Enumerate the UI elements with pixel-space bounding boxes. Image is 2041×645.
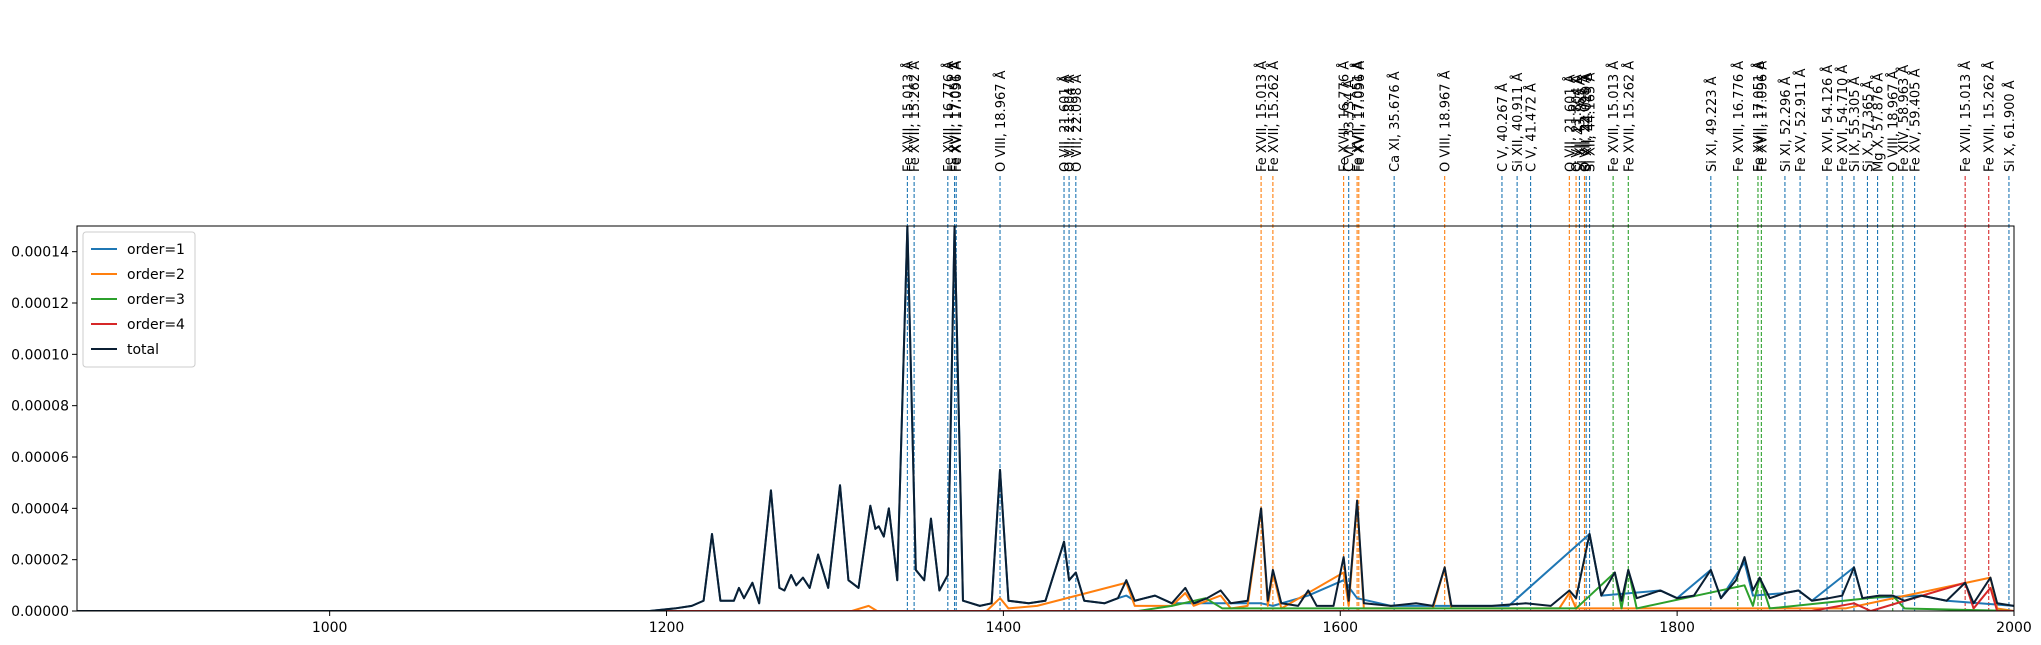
annotation-label: Si XII, 44.019 Å — [1579, 73, 1595, 172]
y-tick-label: 0.00008 — [11, 399, 69, 415]
y-tick-label: 0.00006 — [11, 450, 69, 466]
legend-label: order=4 — [127, 317, 185, 333]
annotation-label: O VIII, 18.967 Å — [993, 70, 1009, 172]
annotation-label: Fe XVII, 15.013 Å — [1606, 61, 1622, 172]
y-tick-label: 0.00004 — [11, 501, 69, 517]
plot-frame — [76, 225, 2015, 612]
annotation-label: O VII, 21.804 Å — [1569, 74, 1585, 172]
annotation-label: Fe XVII, 17.051 Å — [1751, 61, 1767, 172]
annotation-label: O VII, 21.601 Å — [1562, 74, 1578, 172]
series-line — [77, 226, 2014, 611]
annotation-label: Fe XVII, 15.262 Å — [1621, 61, 1637, 172]
annotation-label: Fe XVII, 15.262 Å — [1266, 61, 1282, 172]
legend-label: order=2 — [127, 267, 185, 283]
x-tick-label: 1600 — [1322, 620, 1358, 636]
annotation-label: O VIII, 18.967 Å — [1886, 70, 1902, 172]
legend: order=1 order=2 order=3 order=4 total — [82, 231, 196, 368]
x-tick-label: 1800 — [1659, 620, 1695, 636]
annotation-label: O VII, 21.601 Å — [1057, 74, 1073, 172]
legend-box — [82, 231, 196, 368]
annotation-label: O VII, 22.098 Å — [1069, 74, 1085, 172]
x-tick-label: 1200 — [649, 620, 685, 636]
y-tick-label: 0.00010 — [11, 347, 69, 363]
y-tick-label: 0.00014 — [11, 245, 69, 261]
annotation-label: Fe XVII, 15.013 Å — [1254, 61, 1270, 172]
annotation-label: O VIII, 18.967 Å — [1438, 70, 1454, 172]
annotation-label: Fe XVII, 17.051 Å — [948, 61, 964, 172]
annotation-label: Si XI, 49.223 Å — [1704, 76, 1720, 172]
x-tick-label: 1400 — [986, 620, 1022, 636]
annotation-label: Fe XVII, 17.096 Å — [949, 61, 965, 172]
annotation-label: Fe XVII, 16.776 Å — [1731, 61, 1747, 172]
annotation-label: Mg X, 57.876 Å — [1871, 73, 1887, 172]
annotation-label: C VI, 33.734 Å — [1342, 79, 1358, 172]
annotation-label: Fe XVII, 16.776 Å — [1337, 61, 1353, 172]
legend-label: order=3 — [127, 292, 185, 308]
annotation-label: Fe XVII, 15.262 Å — [907, 61, 923, 172]
annotation-label: Si XII, 40.911 Å — [1510, 73, 1526, 172]
annotation-label: Si IX, 55.305 Å — [1847, 76, 1863, 172]
y-tick-label: 0.00002 — [11, 553, 69, 569]
x-tick-label: 2000 — [1996, 620, 2032, 636]
annotation-label: Fe XV, 59.405 Å — [1908, 68, 1924, 172]
y-tick-label: 0.00000 — [11, 604, 69, 620]
annotation-label: Fe XVII, 15.013 Å — [1958, 61, 1974, 172]
annotation-label: C V, 41.472 Å — [1524, 83, 1540, 172]
annotation-label: Si X, 57.365 Å — [1860, 80, 1876, 172]
annotation-label: Si X, 61.900 Å — [2002, 80, 2018, 172]
x-tick-label: 1000 — [312, 620, 348, 636]
annotation-label: Fe XVII, 15.262 Å — [1982, 61, 1998, 172]
annotation-label: Fe XVII, 17.051 Å — [1350, 61, 1366, 172]
annotation-label: C V, 40.267 Å — [1495, 83, 1511, 172]
series-line — [77, 581, 2014, 611]
annotation-label: Si XI, 43.763 Å — [1572, 76, 1588, 172]
annotation-label: Fe XVII, 17.096 Å — [1754, 61, 1770, 172]
annotation-label: Fe XVII, 16.776 Å — [941, 61, 957, 172]
annotation-label: O VII, 21.804 Å — [1062, 74, 1078, 172]
annotation-label: Fe XVII, 15.013 Å — [900, 61, 916, 172]
annotation-label: O VII, 22.098 Å — [1577, 74, 1593, 172]
annotation-label: Ca XI, 35.676 Å — [1387, 71, 1403, 172]
y-tick-label: 0.00012 — [11, 296, 69, 312]
annotation-label: Si XII, 44.165 Å — [1583, 73, 1599, 172]
series-line — [77, 226, 2014, 611]
annotation-label: Si XI, 52.296 Å — [1778, 76, 1794, 172]
annotation-label: Fe XV, 52.911 Å — [1793, 68, 1809, 172]
annotation-label: Fe XIV, 58.963 Å — [1896, 65, 1912, 172]
legend-label: total — [127, 342, 159, 358]
legend-label: order=1 — [127, 242, 185, 258]
annotation-label: Fe XVI, 54.710 Å — [1835, 65, 1851, 172]
series-line — [77, 568, 2014, 611]
annotation-label: Fe XVII, 17.096 Å — [1352, 61, 1368, 172]
annotation-label: Fe XVI, 54.126 Å — [1820, 65, 1836, 172]
